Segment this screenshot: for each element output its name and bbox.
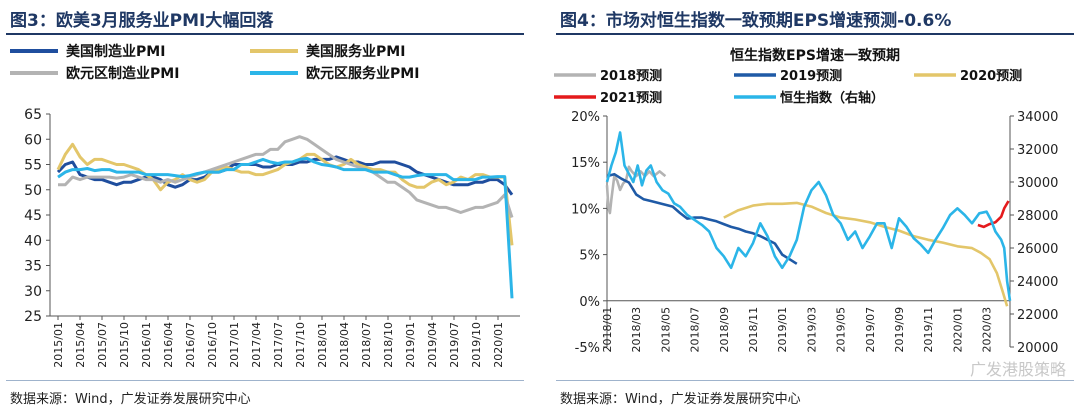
x-tick-label: 2018/01 [316,322,329,368]
series-line-s2019 [606,172,798,265]
figure-4-panel: 图4：市场对恒生指数一致预期EPS增速预测-0.6% 恒生指数EPS增速一致预期… [550,0,1080,417]
x-tick-label: 2019/05 [835,307,848,353]
legend-label-eu_mfg: 欧元区制造业PMI [66,65,179,82]
x-tick-label: 2019/01 [404,322,417,368]
y-tick-label: 35 [24,259,42,275]
series-line-s2021 [977,200,1010,229]
y2-tick-label: 30000 [1017,176,1058,191]
x-tick-label: 2017/01 [228,322,241,368]
x-tick-label: 2016/10 [206,322,219,368]
y2-tick-label: 26000 [1017,242,1058,257]
x-tick-label: 2016/04 [162,322,175,368]
legend-label-s2020: 2020预测 [960,68,1022,84]
x-tick-label: 2019/09 [893,307,906,353]
legend-label-us_svc: 美国服务业PMI [306,43,405,60]
y2-tick-label: 22000 [1017,308,1058,323]
x-tick-label: 2018/10 [382,322,395,368]
x-tick-label: 2018/01 [601,307,614,353]
legend-label-s2018: 2018预测 [600,68,662,84]
x-tick-label: 2019/07 [448,322,461,368]
x-tick-label: 2020/01 [492,322,505,368]
y-tick-label: 20% [571,110,600,125]
y-tick-label: 5% [579,249,600,264]
x-tick-label: 2018/04 [338,322,351,368]
x-tick-label: 2019/03 [805,307,818,353]
x-tick-label: 2017/04 [250,322,263,368]
x-tick-label: 2019/04 [426,322,439,368]
x-tick-label: 2015/01 [52,322,65,368]
x-tick-label: 2016/01 [140,322,153,368]
legend-label-s2021: 2021预测 [600,90,662,106]
y-tick-label: 40 [24,233,42,249]
figure-4-source: 数据来源：Wind，广发证券发展研究中心 [560,392,801,407]
y-tick-label: 10% [571,202,600,217]
x-tick-label: 2017/10 [294,322,307,368]
legend-label-s2019: 2019预测 [780,68,842,84]
y2-tick-label: 24000 [1017,275,1058,290]
x-tick-label: 2015/04 [74,322,87,368]
x-tick-label: 2019/10 [470,322,483,368]
y-tick-label: 30 [24,284,42,300]
figure-4-source-rule [556,380,1074,381]
y2-tick-label: 20000 [1017,341,1058,356]
pmi-line-chart: 25 30 35 40 45 50 55 60 65 2015/01 2015/04 2015/07 2… [10,43,520,368]
figure-3-panel: 图3：欧美3月服务业PMI大幅回落 25 30 35 40 45 50 55 60 65 2015… [0,0,530,417]
y-tick-label: 50 [24,183,42,199]
x-tick-label: 2015/07 [96,322,109,368]
x-tick-label: 2015/10 [118,322,131,368]
series-line-hsi [605,131,1012,301]
figure-3-source: 数据来源：Wind，广发证券发展研究中心 [10,392,251,407]
series-line-us_svc [56,142,514,246]
x-tick-label: 2018/03 [630,307,643,353]
x-tick-label: 2018/07 [360,322,373,368]
figure-4-title-rule [556,33,1074,35]
y-tick-label: 0% [579,295,600,310]
series-line-s2020 [723,201,1009,307]
x-tick-label: 2017/07 [272,322,285,368]
y-tick-label: -5% [575,341,600,356]
x-tick-label: 2018/11 [747,307,760,353]
x-tick-label: 2019/01 [776,307,789,353]
figure-3-title-rule [6,33,524,35]
series-line-eu_svc [57,156,514,299]
x-tick-label: 2016/07 [184,322,197,368]
y2-tick-label: 34000 [1017,110,1058,125]
figure-3-source-rule [6,380,524,381]
x-tick-label: 2018/07 [689,307,702,353]
y2-tick-label: 32000 [1017,143,1058,158]
figure-3-title: 图3：欧美3月服务业PMI大幅回落 [10,11,274,31]
y-tick-label: 25 [24,309,42,325]
y-tick-label: 55 [24,158,42,174]
series-line-eu_mfg [58,135,514,218]
watermark-logo: 广发港股策略 [969,360,1066,379]
x-tick-label: 2020/01 [951,307,964,353]
x-tick-label: 2020/03 [981,307,994,353]
chart-subtitle: 恒生指数EPS增速一致预期 [730,47,900,64]
y2-tick-label: 28000 [1017,209,1058,224]
y-tick-label: 45 [24,208,42,224]
y-tick-label: 65 [24,107,42,123]
legend-label-hsi: 恒生指数（右轴） [780,90,884,106]
y-tick-label: 15% [571,156,600,171]
legend-label-eu_svc: 欧元区服务业PMI [306,65,419,82]
x-tick-label: 2018/09 [718,307,731,353]
x-tick-label: 2018/05 [659,307,672,353]
y-tick-label: 60 [24,132,42,148]
x-tick-label: 2019/07 [864,307,877,353]
legend-label-us_mfg: 美国制造业PMI [66,43,165,60]
figure-4-title: 图4：市场对恒生指数一致预期EPS增速预测-0.6% [560,11,952,31]
x-tick-label: 2019/11 [922,307,935,353]
hsi-eps-line-chart: 恒生指数EPS增速一致预期 -5% 0% 5% 10% 15% 20% 20000 22000 2… [554,47,1058,356]
